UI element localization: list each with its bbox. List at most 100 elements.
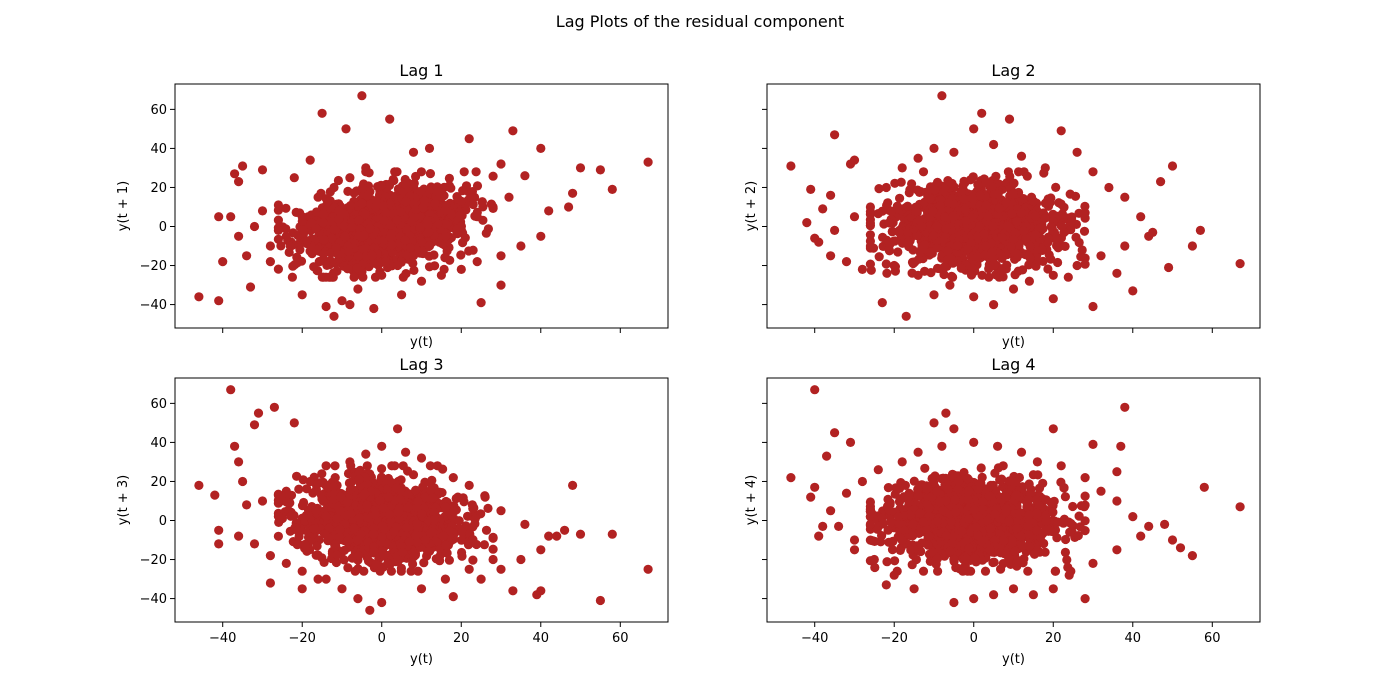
scatter-point	[318, 209, 328, 219]
scatter-point	[435, 552, 445, 562]
scatter-point	[889, 260, 899, 271]
scatter-point	[257, 206, 268, 216]
scatter-point	[456, 221, 466, 232]
scatter-point	[965, 175, 976, 185]
scatter-point	[341, 124, 351, 134]
scatter-point	[297, 501, 308, 511]
scatter-point	[210, 490, 220, 500]
scatter-point	[948, 258, 958, 268]
scatter-point	[226, 212, 236, 222]
scatter-point	[369, 303, 379, 314]
scatter-point	[415, 222, 425, 232]
scatter-points	[786, 91, 1245, 321]
scatter-point	[949, 147, 959, 157]
scatter-point	[424, 241, 435, 251]
scatter-point	[343, 535, 353, 546]
scatter-point	[401, 179, 411, 189]
scatter-point	[1014, 167, 1024, 177]
scatter-point	[359, 566, 369, 576]
scatter-point	[1043, 233, 1053, 243]
scatter-point	[894, 227, 904, 237]
scatter-point	[886, 206, 896, 216]
scatter-point	[329, 224, 339, 234]
scatter-point	[468, 245, 478, 255]
scatter-point	[448, 592, 458, 602]
x-tick-label: −20	[289, 631, 316, 646]
scatter-point	[354, 215, 364, 225]
scatter-point	[305, 155, 315, 165]
scatter-point	[987, 247, 998, 257]
scatter-point	[415, 186, 426, 197]
scatter-point	[404, 537, 414, 547]
scatter-point	[937, 91, 947, 101]
y-tick-label: −40	[140, 298, 167, 313]
scatter-point	[265, 551, 275, 561]
scatter-point	[273, 264, 283, 274]
scatter-point	[1008, 234, 1019, 244]
scatter-point	[292, 258, 302, 268]
scatter-point	[881, 182, 891, 193]
scatter-point	[329, 311, 339, 321]
scatter-point	[428, 527, 438, 537]
scatter-point	[932, 177, 943, 187]
scatter-point	[354, 551, 364, 561]
scatter-point	[989, 260, 999, 270]
scatter-point	[389, 527, 399, 537]
scatter-point	[948, 211, 958, 222]
scatter-point	[818, 204, 828, 214]
scatter-point	[417, 237, 427, 247]
scatter-point	[249, 420, 260, 430]
scatter-point	[991, 171, 1001, 181]
scatter-point	[377, 521, 388, 531]
scatter-point	[345, 201, 356, 211]
scatter-point	[1120, 241, 1130, 251]
scatter-point	[1080, 491, 1090, 501]
scatter-point	[375, 566, 385, 576]
scatter-point	[1013, 266, 1023, 276]
scatter-point	[377, 532, 387, 542]
scatter-point	[365, 605, 375, 615]
scatter-point	[362, 191, 372, 201]
scatter-point	[285, 241, 295, 251]
y-tick-label: 40	[150, 436, 167, 451]
scatter-point	[337, 296, 347, 306]
scatter-point	[249, 221, 260, 232]
scatter-point	[536, 143, 546, 153]
scatter-point	[1235, 259, 1245, 269]
scatter-point	[908, 245, 918, 255]
scatter-point	[926, 268, 936, 278]
scatter-point	[392, 215, 402, 225]
scatter-point	[975, 190, 985, 201]
scatter-point	[508, 586, 518, 596]
scatter-point	[245, 282, 256, 292]
x-tick-label: 0	[378, 631, 386, 646]
scatter-point	[516, 241, 526, 251]
scatter-point	[960, 204, 970, 214]
scatter-point	[357, 91, 367, 101]
scatter-point	[194, 292, 204, 302]
scatter-point	[536, 586, 546, 596]
scatter-point	[516, 554, 526, 565]
scatter-point	[919, 240, 930, 250]
y-tick-label: 20	[150, 181, 167, 196]
scatter-point	[963, 244, 973, 254]
scatter-point	[918, 167, 929, 177]
axes-frame	[766, 83, 1261, 329]
scatter-point	[378, 503, 388, 513]
scatter-point	[830, 130, 840, 140]
scatter-point	[369, 546, 379, 556]
scatter-point	[884, 237, 894, 247]
scatter-point	[1040, 163, 1050, 173]
scatter-point	[358, 272, 368, 282]
scatter-point	[1148, 227, 1158, 237]
scatter-point	[344, 478, 354, 488]
scatter-point	[293, 526, 303, 536]
scatter-point	[496, 506, 506, 516]
x-axis-label: y(t)	[1002, 335, 1025, 350]
scatter-point	[403, 466, 413, 476]
scatter-point	[306, 218, 317, 228]
scatter-point	[882, 268, 892, 278]
scatter-point	[345, 300, 355, 310]
scatter-point	[393, 260, 403, 271]
scatter-point	[830, 225, 840, 235]
